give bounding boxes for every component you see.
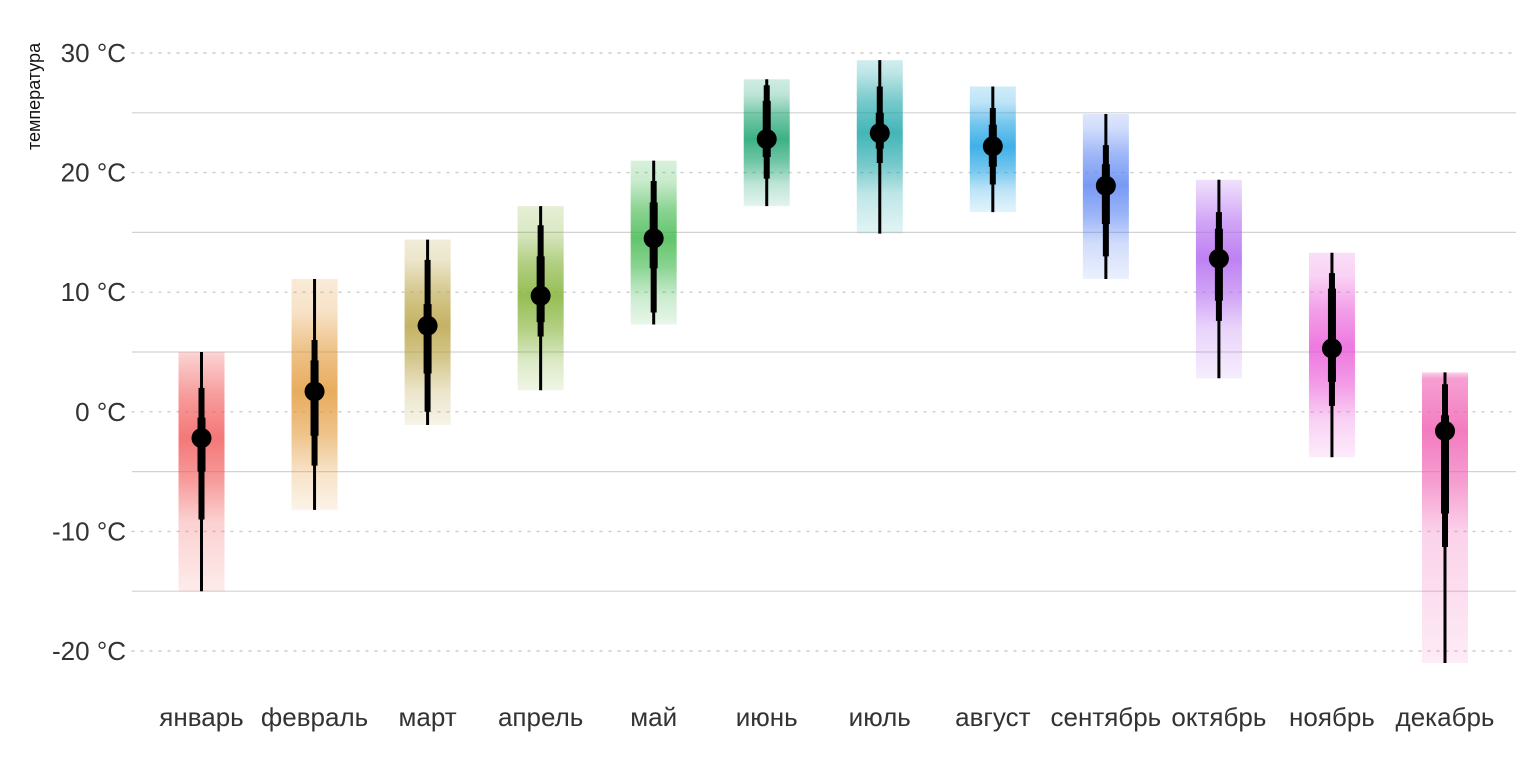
x-tick-label: январь <box>159 702 243 732</box>
month-median-point <box>1435 420 1455 441</box>
month-median-point <box>643 228 664 249</box>
month-interval-3 <box>404 239 451 425</box>
month-interval-8 <box>969 86 1016 213</box>
month-interval-6 <box>743 79 790 207</box>
grid-layer <box>131 52 1517 652</box>
month-median-point <box>1321 338 1342 359</box>
y-tick-label: 10 °C <box>61 277 126 307</box>
month-interval-7 <box>856 60 903 234</box>
month-median-point <box>869 123 890 144</box>
month-median-point <box>756 129 777 150</box>
month-interval-11 <box>1308 252 1355 458</box>
x-tick-label: март <box>399 702 457 732</box>
month-median-point <box>1208 248 1229 269</box>
x-tick-label: август <box>955 702 1030 732</box>
x-tick-label: октябрь <box>1171 702 1266 732</box>
x-tick-label: декабрь <box>1396 702 1495 732</box>
x-tick-label: апрель <box>498 702 583 732</box>
month-interval-12 <box>1422 372 1468 663</box>
month-interval-1 <box>178 352 225 592</box>
month-interval-9 <box>1082 113 1129 280</box>
x-tick-label: май <box>630 702 677 732</box>
x-tick-label: июнь <box>736 702 798 732</box>
month-interval-4 <box>517 206 564 391</box>
month-interval-5 <box>630 160 677 325</box>
month-interval-10 <box>1195 179 1242 379</box>
x-tick-label: ноябрь <box>1289 702 1375 732</box>
y-tick-label: 30 °C <box>61 38 126 68</box>
month-median-point <box>304 381 325 402</box>
x-tick-label: февраль <box>261 702 368 732</box>
bars-layer <box>178 60 1468 663</box>
month-median-point <box>417 315 438 336</box>
month-median-point <box>1095 175 1116 196</box>
y-tick-label: 20 °C <box>61 158 126 188</box>
tick-labels-layer: 30 °C 20 °C 10 °C 0 °C -10 °C -20 °C январь фев… <box>52 38 1494 732</box>
month-interval-2 <box>291 279 338 510</box>
y-tick-label: -10 °C <box>52 516 126 546</box>
x-tick-label: июль <box>849 702 911 732</box>
y-tick-label: -20 °C <box>52 636 126 666</box>
month-median-point <box>191 428 212 449</box>
month-median-point <box>982 136 1003 157</box>
y-axis-title: температура <box>24 42 44 150</box>
x-tick-label: сентябрь <box>1051 702 1162 732</box>
y-tick-label: 0 °C <box>75 397 126 427</box>
month-median-point <box>530 285 551 306</box>
